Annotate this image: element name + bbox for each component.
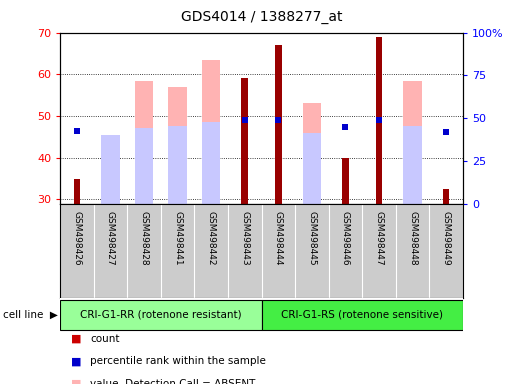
Text: count: count [90,334,120,344]
Text: CRI-G1-RS (rotenone sensitive): CRI-G1-RS (rotenone sensitive) [281,310,443,319]
Bar [342,158,349,204]
Text: value, Detection Call = ABSENT: value, Detection Call = ABSENT [90,379,256,384]
Bar [168,87,187,204]
Bar [60,300,262,331]
Text: percentile rank within the sample: percentile rank within the sample [90,356,266,366]
Bar [403,81,422,204]
Text: GSM498444: GSM498444 [274,211,283,266]
Bar [74,179,81,204]
Bar [101,135,120,204]
Bar [135,81,153,204]
Text: GSM498441: GSM498441 [173,211,182,266]
Text: GDS4014 / 1388277_at: GDS4014 / 1388277_at [181,10,342,23]
Bar [303,132,321,204]
Text: GSM498427: GSM498427 [106,211,115,266]
Bar [303,104,321,204]
Bar [202,122,220,204]
Bar [242,78,248,204]
Text: GSM498449: GSM498449 [441,211,451,266]
Text: ■: ■ [71,379,81,384]
Bar [135,129,153,204]
Bar [202,60,220,204]
Text: CRI-G1-RR (rotenone resistant): CRI-G1-RR (rotenone resistant) [80,310,242,319]
Text: GSM498445: GSM498445 [308,211,316,266]
Text: ■: ■ [71,356,81,366]
Text: GSM498426: GSM498426 [72,211,82,266]
Text: GSM498448: GSM498448 [408,211,417,266]
Bar [262,300,463,331]
Text: GSM498446: GSM498446 [341,211,350,266]
Text: GSM498447: GSM498447 [374,211,383,266]
Bar [275,45,282,204]
Bar [376,37,382,204]
Bar [442,189,449,204]
Text: GSM498442: GSM498442 [207,211,215,266]
Text: ■: ■ [71,334,81,344]
Text: GSM498428: GSM498428 [140,211,149,266]
Bar [168,126,187,204]
Bar [101,137,120,204]
Text: cell line  ▶: cell line ▶ [3,310,58,319]
Text: GSM498443: GSM498443 [240,211,249,266]
Bar [403,126,422,204]
